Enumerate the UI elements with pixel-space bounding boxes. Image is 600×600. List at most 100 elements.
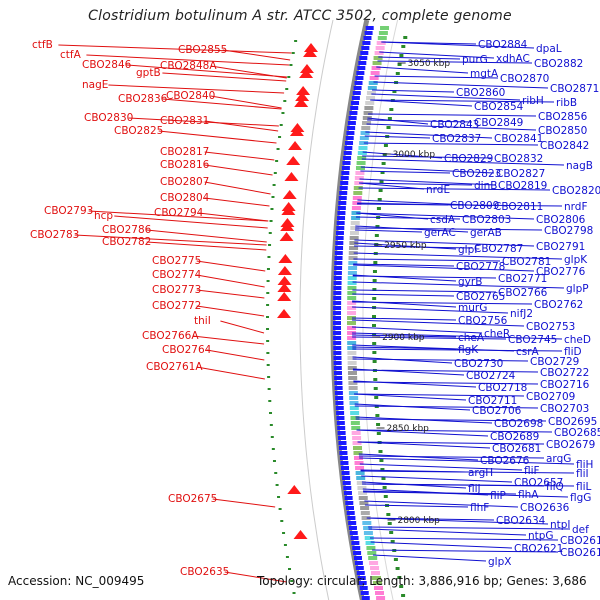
inner-feature-tick [373,378,378,381]
right-label-connector [360,166,495,174]
forward-feature-block [337,431,346,435]
forward-feature-block [340,176,349,180]
left-label-connector [146,241,267,251]
inner-feature-tick [376,423,381,426]
gene-band-block [352,201,362,205]
right-gene-label: CBO2841 [494,133,543,145]
reverse-feature-arrow [277,309,292,318]
gene-band-block [371,576,381,580]
gene-band-block [353,456,363,460]
gene-band-block [349,401,359,405]
inner-feature-tick [379,459,384,462]
forward-feature-block [347,516,356,520]
right-gene-label: def [572,524,589,536]
right-gene-label: CBO2730 [454,358,503,370]
reverse-feature-arrow [277,283,292,292]
right-label-connector [370,99,473,107]
inner-feature-tick [376,432,381,435]
left-label-connector [204,151,275,161]
right-gene-label: CBO2681 [492,443,541,455]
gene-band-block [351,216,361,220]
left-gene-label: CBO2848A [160,60,217,72]
forward-feature-block [342,476,351,480]
gene-band-block [360,506,370,510]
left-label-connector [162,72,287,82]
gene-band-block [350,411,360,415]
gene-band-block [351,431,361,435]
forward-feature-block [341,166,350,170]
gene-band-block [361,516,371,520]
genome-stats-text: Topology: circular; Length: 3,886,916 bp… [257,574,587,588]
forward-feature-block [340,461,349,465]
gene-band-block [347,341,357,345]
forward-feature-block [358,581,367,585]
kbp-marker-label: 2950 kbp [384,241,427,251]
right-label-connector [352,293,455,297]
forward-feature-block [338,436,347,440]
left-label-connector [196,366,265,380]
left-label-connector [224,571,287,583]
gene-band-block [353,446,363,450]
reverse-feature-arrow [295,92,310,101]
forward-feature-block [351,101,360,105]
right-gene-label: CBO2706 [472,405,522,417]
forward-feature-block [335,231,344,235]
small-feature-tick [266,280,270,282]
forward-feature-block [336,221,345,225]
reverse-feature-arrow [294,98,309,107]
gene-band-block [355,466,365,470]
forward-feature-block [333,286,342,290]
reverse-feature-arrow [290,123,305,132]
gene-band-block [347,366,357,370]
map-title: Clostridium botulinum A str. ATCC 3502, … [88,8,512,24]
forward-feature-block [352,91,361,95]
right-label-connector [370,541,513,549]
inner-feature-tick [395,567,400,570]
left-gene-label: hcp [94,210,113,222]
forward-feature-block [363,36,372,40]
inner-feature-tick [375,414,380,417]
right-gene-label: gerAC [424,227,456,239]
right-gene-label: ntpI [550,519,571,531]
right-label-connector [378,56,461,60]
forward-feature-block [348,116,357,120]
right-label-connector [369,537,559,541]
small-feature-tick [266,292,270,294]
left-gene-label: CBO2773 [152,284,201,296]
forward-feature-block [356,571,365,575]
right-gene-label: flhF [470,502,489,514]
right-label-connector [361,158,565,166]
right-gene-label: CBO2856 [538,111,588,123]
left-gene-label: gptB [136,67,161,79]
right-gene-label: CBO2854 [474,101,524,113]
gene-band-block [355,471,365,475]
forward-feature-block [338,441,347,445]
forward-feature-block [333,321,342,325]
forward-feature-block [333,341,342,345]
gene-band-block [380,26,390,30]
gene-band-block [354,181,364,185]
reverse-feature-arrow [279,232,294,241]
small-feature-tick [281,112,285,114]
gene-band-block [377,36,387,40]
right-label-connector [358,455,545,459]
gene-band-block [352,436,362,440]
gene-band-block [356,161,366,165]
right-gene-label: fliI [576,468,589,480]
left-label-connector [74,234,267,246]
forward-feature-block [345,136,354,140]
kbp-marker-label: 3050 kbp [408,59,451,69]
gene-band-block [360,511,370,515]
gene-band-block [373,56,383,60]
right-gene-label: CBO2689 [490,431,539,443]
small-feature-tick [285,556,289,558]
inner-feature-tick [387,522,392,525]
right-label-connector [368,526,571,530]
gene-band-block [372,61,382,65]
reverse-feature-arrow [286,156,301,165]
forward-feature-block [335,406,344,410]
right-label-connector [372,89,455,93]
forward-feature-block [335,401,344,405]
right-label-connector [370,99,555,103]
inner-feature-tick [386,126,391,129]
